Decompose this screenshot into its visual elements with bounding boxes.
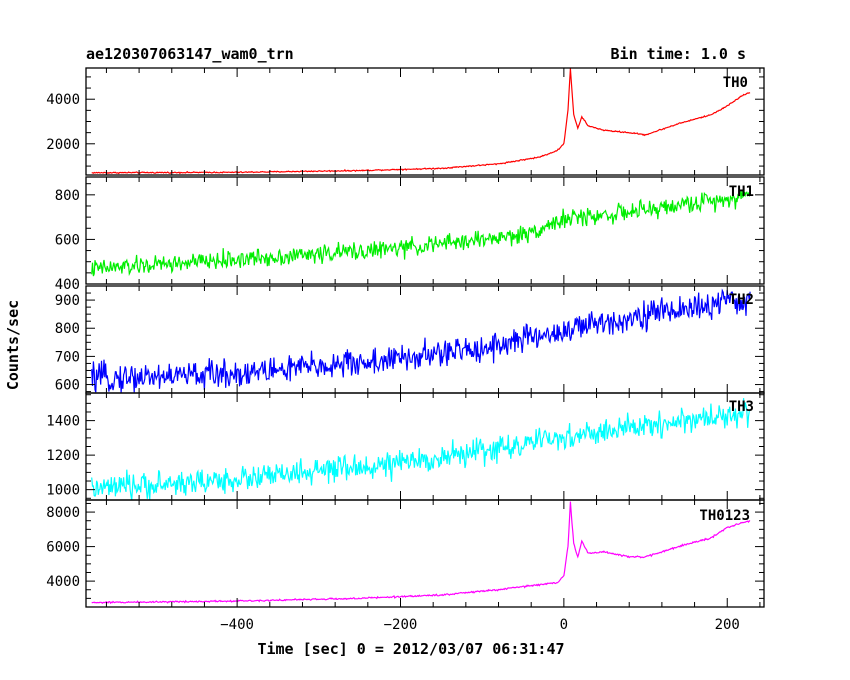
series-line-th0 <box>91 68 751 175</box>
x-tick-label: −200 <box>384 617 418 633</box>
panel-label-th0123: TH0123 <box>699 508 750 524</box>
y-tick-label: 8000 <box>46 505 80 521</box>
panel-th3: 1000 1200 1400 TH3 <box>46 392 765 501</box>
x-tick-label: 200 <box>715 617 740 633</box>
y-tick-label: 2000 <box>46 137 80 153</box>
panel-label-th3: TH3 <box>729 399 754 415</box>
series-line-th2 <box>91 288 751 393</box>
panel-label-th1: TH1 <box>729 184 754 200</box>
panel-th1: 400 600 800 TH1 <box>55 176 765 293</box>
y-tick-label: 1400 <box>46 414 80 430</box>
y-tick-label: 900 <box>55 293 80 309</box>
x-tick-label: 0 <box>560 617 568 633</box>
y-tick-label: 800 <box>55 321 80 337</box>
y-tick-label: 700 <box>55 349 80 365</box>
panel-label-th2: TH2 <box>729 292 754 308</box>
panel-frame <box>85 67 765 176</box>
panel-label-th0: TH0 <box>723 75 748 91</box>
figure-title: ae120307063147_wam0_trn <box>86 45 294 63</box>
panel-th0: 2000 4000 TH0 <box>46 67 765 176</box>
x-axis-label: Time [sec] 0 = 2012/03/07 06:31:47 <box>257 640 564 658</box>
y-axis-label: Counts/sec <box>4 300 22 390</box>
y-tick-label: 600 <box>55 378 80 394</box>
y-tick-label: 600 <box>55 232 80 248</box>
panel-frame <box>85 176 765 285</box>
panel-frame <box>85 499 765 608</box>
x-tick-label: −400 <box>220 617 254 633</box>
y-tick-label: 1200 <box>46 448 80 464</box>
panel-th2: 600 700 800 900 TH2 <box>55 285 765 394</box>
y-tick-label: 6000 <box>46 540 80 556</box>
panel-frame <box>85 392 765 501</box>
bin-time-label: Bin time: 1.0 s <box>611 45 746 63</box>
series-line-th3 <box>91 398 751 500</box>
y-tick-label: 4000 <box>46 92 80 108</box>
y-tick-label: 4000 <box>46 574 80 590</box>
y-tick-label: 1000 <box>46 483 80 499</box>
y-tick-label: 400 <box>55 277 80 293</box>
panel-th0123: 4000 6000 8000 TH0123 <box>46 499 765 608</box>
series-line-th0123 <box>91 501 751 605</box>
y-tick-label: 800 <box>55 188 80 204</box>
series-line-th1 <box>91 190 751 277</box>
